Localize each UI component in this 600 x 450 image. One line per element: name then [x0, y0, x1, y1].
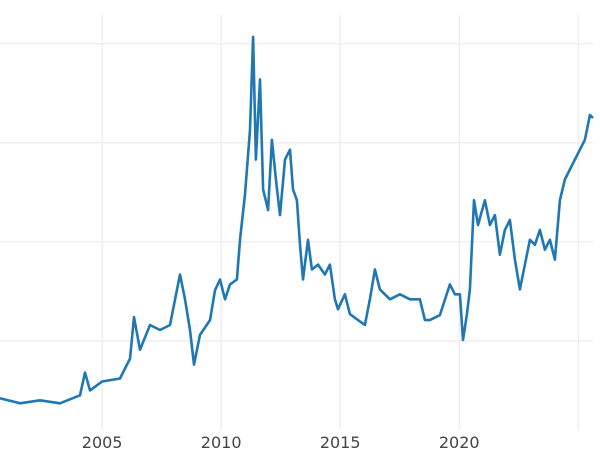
x-axis-ticks: 2005 2010 2015 2020 [82, 433, 480, 450]
series-line [0, 35, 594, 405]
x-tick-label: 2010 [201, 433, 242, 450]
x-tick-label: 2015 [320, 433, 361, 450]
gridlines [0, 15, 593, 430]
x-tick-label: 2005 [82, 433, 123, 450]
series-lines [0, 35, 594, 405]
x-tick-label: 2020 [439, 433, 480, 450]
